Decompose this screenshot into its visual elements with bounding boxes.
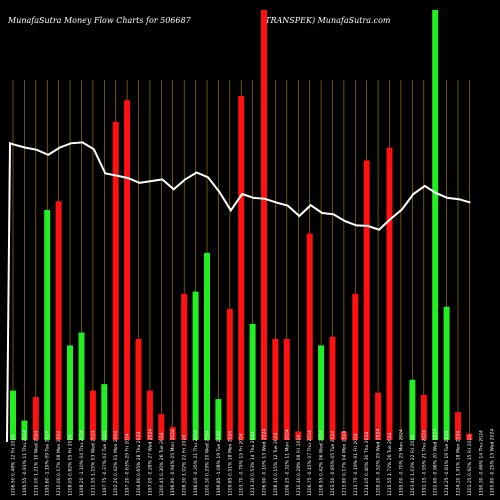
x-tick-label: 1191.15 -0.95% 21 Thu 2024 xyxy=(421,430,427,496)
x-tick-label: 1206.50 0.48% 12 Fri 2024 xyxy=(11,435,17,496)
x-tick-label: 1210.00 1.21% 10 Wed 2024 xyxy=(33,430,39,496)
bar-down xyxy=(169,427,176,440)
bar-up xyxy=(409,379,416,440)
bar-up xyxy=(67,345,73,440)
bar-down xyxy=(89,390,96,440)
bar-down xyxy=(375,392,382,440)
x-tick-label: 1200.30 0.29% 20 Wed 2024 xyxy=(205,430,211,496)
bar-down xyxy=(158,414,165,440)
x-tick-label: 1202.60 -0.96% 20 Wed 2024 xyxy=(433,429,439,496)
bar-down xyxy=(135,338,142,440)
x-tick-label: 1208.10 0.15% 12 Tue 2024 xyxy=(273,432,279,496)
bar-down xyxy=(261,10,267,440)
x-tick-label: 1197.75 -0.37% 02 Tue 2024 xyxy=(102,431,108,496)
x-tick-label: 1196.90 -0.94% 25 Mon 2024 xyxy=(170,429,176,496)
x-tick-label: 1206.90 -0.10% 13 Wed 2024 xyxy=(262,429,268,496)
x-tick-label: 1208.55 0.42% 06 Wed 2024 xyxy=(319,430,325,496)
x-tick-label: 1196.85 -1.08% 19 Tue 2024 xyxy=(216,431,222,496)
x-tick-label: 1203.70 -0.79% 15 Fri 2024 xyxy=(239,433,245,496)
bar-up xyxy=(21,420,28,440)
chart-title-right: (TRANSPEK) MunafaSutra.com xyxy=(262,16,391,25)
bar-down xyxy=(295,431,302,440)
bar-up xyxy=(78,332,85,440)
bar-down xyxy=(329,336,336,440)
x-tick-label: 1224.20 1.91% 18 Mon 2024 xyxy=(456,431,462,496)
money-flow-line xyxy=(6,141,471,443)
bar-down xyxy=(226,308,233,440)
bar-up xyxy=(249,323,256,440)
x-tick-label: 1211.55 1.15% 03 Wed 2024 xyxy=(90,430,96,496)
bar-up xyxy=(215,399,222,440)
x-tick-label: 1190.30 -0.46% 14 Thu 2024 xyxy=(478,430,484,496)
bar-up xyxy=(443,306,450,440)
bar-up xyxy=(44,209,51,440)
bar-series xyxy=(10,10,473,441)
x-tick-label: 1214.25 -0.81% 19 Tue 2024 xyxy=(444,431,450,496)
bar-down xyxy=(340,431,347,440)
x-tick-label: 1206.25 -0.32% 11 Mon 2024 xyxy=(284,429,290,496)
x-tick-label: 1195.80 -0.25% 13 Wed 2024 xyxy=(490,429,496,496)
bar-down xyxy=(181,293,188,440)
bar-down xyxy=(420,394,427,440)
bar-down xyxy=(352,293,359,440)
x-tick-label: 1195.55 -0.91% 11 Thu 2024 xyxy=(22,430,28,496)
x-tick-label: 1210.10 0.28% 08 Fri 2024 xyxy=(296,435,302,496)
bar-up xyxy=(10,390,16,440)
x-tick-label: 1208.05 0.82% 05 Fri 2024 xyxy=(68,435,74,496)
x-tick-label: 1196.05 -0.35% 21 Thu 2024 xyxy=(193,430,199,496)
x-tick-label: 1198.20 -1.10% 04 Thu 2024 xyxy=(79,430,85,496)
bar-down xyxy=(455,412,461,440)
x-tick-label: 1200.45 0.30% 26 Tue 2024 xyxy=(159,432,165,496)
chart-title-left: MunafaSutra Money Flow Charts for 506687 xyxy=(8,16,191,25)
bar-down xyxy=(283,338,290,440)
bar-down xyxy=(146,390,153,440)
x-tick-label: 1195.60 -1.19% 09 Tue 2024 xyxy=(45,431,51,496)
bar-up xyxy=(192,291,199,440)
x-tick-label: 1203.50 -0.85% 05 Tue 2024 xyxy=(330,431,336,496)
x-tick-label: 1209.20 -0.52% 29 Wed 2024 xyxy=(376,429,382,496)
x-tick-label: 1197.20 -0.63% 29 Fri 2024 xyxy=(125,433,131,496)
x-tick-label: 1213.80 0.17% 04 Mon 2024 xyxy=(341,431,347,496)
bar-down xyxy=(272,338,279,440)
money-flow-line-layer xyxy=(6,141,471,443)
x-tick-label: 1203.40 1.03% 22 Fri 2024 xyxy=(410,435,416,496)
bar-up xyxy=(318,345,325,440)
bar-down xyxy=(32,397,39,440)
x-tick-label: 1213.30 0.53% 14 Thu 2024 xyxy=(250,432,256,496)
x-tick-labels: 1206.50 0.48% 12 Fri 2024 1195.55 -0.91% … xyxy=(11,429,496,496)
x-tick-label: 1202.20 0.42% 01 Mon 2024 xyxy=(113,431,119,496)
bar-down xyxy=(124,100,131,441)
x-tick-label: 1214.05 0.40% 30 Thu 2024 xyxy=(364,432,370,496)
bar-down xyxy=(238,96,245,440)
bar-up xyxy=(204,252,210,440)
x-tick-label: 1209.85 0.51% 18 Mon 2024 xyxy=(227,431,233,496)
bar-down xyxy=(306,233,313,440)
bar-down xyxy=(112,121,119,441)
bar-up xyxy=(432,10,439,440)
x-tick-label: 1206.75 -0.15% 07 Thu 2024 xyxy=(307,430,313,496)
x-tick-label: 1215.55 1.72% 26 Tue 2024 xyxy=(387,432,393,496)
bar-down xyxy=(363,160,370,440)
bar-down xyxy=(466,433,473,440)
x-tick-label: 1210.00 0.17% 08 Mon 2024 xyxy=(56,431,62,496)
x-tick-label: 1197.05 -0.28% 27 Wed 2024 xyxy=(147,429,153,496)
x-tick-label: 1204.80 0.65% 28 Thu 2024 xyxy=(136,432,142,496)
x-tick-label: 1195.00 -0.70% 25 Mon 2024 xyxy=(398,429,404,496)
bar-up xyxy=(101,384,108,440)
x-tick-label: 1211.75 -0.19% 01 Fri 2024 xyxy=(353,433,359,496)
bar-down xyxy=(55,201,62,440)
x-tick-label: 1201.25 0.92% 15 Fri 2024 xyxy=(467,435,473,496)
x-tick-label: 1208.30 1.02% 22 Fri 2024 xyxy=(182,435,188,496)
bar-down xyxy=(386,147,393,440)
